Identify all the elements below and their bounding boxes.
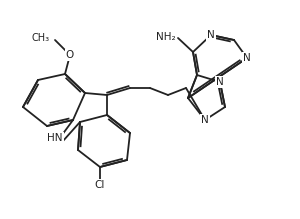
Text: N: N: [201, 115, 209, 125]
Text: Cl: Cl: [95, 180, 105, 190]
Text: CH₃: CH₃: [32, 33, 50, 43]
Text: HN: HN: [47, 133, 63, 143]
Text: NH₂: NH₂: [156, 32, 176, 42]
Text: N: N: [207, 30, 215, 40]
Text: O: O: [66, 50, 74, 60]
Text: N: N: [216, 77, 224, 87]
Text: N: N: [243, 53, 251, 63]
